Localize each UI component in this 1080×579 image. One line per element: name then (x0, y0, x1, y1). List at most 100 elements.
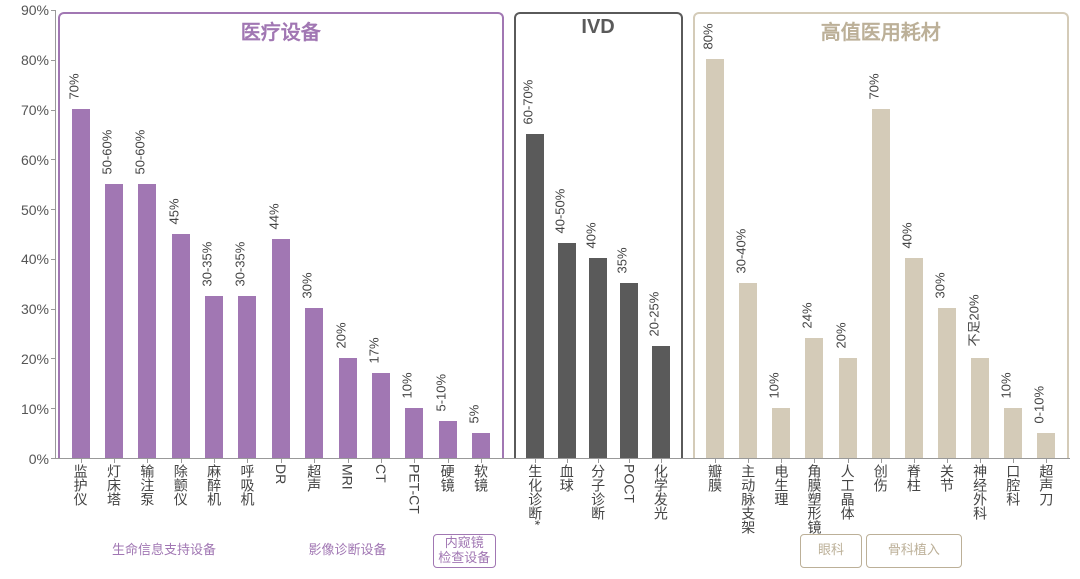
bar-value-label: 20% (333, 323, 348, 349)
bar-x-label: 分子诊断 (588, 464, 608, 520)
bar-slot: 0-10%超声刀 (1030, 10, 1063, 458)
bar-value-label: 10% (767, 373, 782, 399)
section-frame-side (514, 46, 516, 458)
bar-x-label: 脊柱 (904, 464, 924, 492)
bar-slot: 40-50%血球 (551, 10, 582, 458)
bar-slot: 30%超声 (298, 10, 331, 458)
bar-slot: 44%DR (264, 10, 297, 458)
bar-x-label: 化学发光 (651, 464, 671, 520)
plot-area: 医疗设备70%监护仪50-60%灯床塔50-60%输注泵45%除颤仪30-35%… (55, 10, 1070, 459)
bar-x-label: 灯床塔 (104, 464, 124, 506)
bar-value-label: 60-70% (521, 79, 536, 124)
bar-slot: 24%角膜塑形镜 (798, 10, 831, 458)
x-tick-mark (281, 458, 282, 463)
bar-value-label: 70% (66, 73, 81, 99)
section-equipment: 医疗设备70%监护仪50-60%灯床塔50-60%输注泵45%除颤仪30-35%… (56, 10, 506, 568)
bar-x-label: 口腔科 (1003, 464, 1023, 506)
x-tick-mark (881, 458, 882, 463)
bar-value-label: 44% (266, 203, 281, 229)
bar-x-label: 关节 (937, 464, 957, 492)
bar-value-label: 45% (166, 198, 181, 224)
bar-slot: 20-25%化学发光 (645, 10, 676, 458)
bar-x-label: 麻醉机 (204, 464, 224, 506)
bar-x-label: POCT (621, 464, 637, 503)
bar (339, 358, 357, 458)
bar (526, 134, 544, 458)
section-frame-side (681, 46, 683, 458)
x-tick-mark (1013, 458, 1014, 463)
bar-x-label: 生化诊断* (525, 464, 545, 525)
bar-value-label: 40% (899, 223, 914, 249)
bar (839, 358, 857, 458)
bar-slot: 45%除颤仪 (164, 10, 197, 458)
x-tick-mark (535, 458, 536, 463)
bar-x-label: MRI (340, 464, 356, 490)
section-frame-side (502, 46, 504, 458)
bar (405, 408, 423, 458)
bar-slot: 30-35%呼吸机 (231, 10, 264, 458)
x-tick-mark (348, 458, 349, 463)
bar-value-label: 不足20% (964, 295, 983, 347)
bars-wrap: 70%监护仪50-60%灯床塔50-60%输注泵45%除颤仪30-35%麻醉机3… (64, 10, 498, 458)
x-tick-mark (661, 458, 662, 463)
bar-slot: 5%软镜 (464, 10, 497, 458)
bar (589, 258, 607, 458)
bar-slot: 35%POCT (614, 10, 645, 458)
bars-wrap: 80%瓣膜30-40%主动脉支架10%电生理24%角膜塑形镜20%人工晶体70%… (699, 10, 1063, 458)
bar-value-label: 30-35% (233, 242, 248, 287)
section-frame-side (693, 46, 695, 458)
y-tick-label: 20% (21, 351, 49, 367)
section-title: 高值医用耗材 (811, 16, 951, 45)
bar (652, 346, 670, 458)
bar-value-label: 30-40% (734, 229, 749, 274)
bar-x-label: 呼吸机 (237, 464, 257, 506)
bar-value-label: 40-50% (552, 189, 567, 234)
bar-slot: 40%脊柱 (897, 10, 930, 458)
bar-x-label: 电生理 (771, 464, 791, 506)
bar-x-label: 瓣膜 (705, 464, 725, 492)
bar-slot: 20%人工晶体 (831, 10, 864, 458)
bar-x-label: 人工晶体 (838, 464, 858, 520)
bar-slot: 10%口腔科 (997, 10, 1030, 458)
bar-value-label: 10% (999, 373, 1014, 399)
bar-slot: 不足20%神经外科 (964, 10, 997, 458)
x-tick-mark (181, 458, 182, 463)
x-tick-mark (314, 458, 315, 463)
subcat-label: 眼科 (798, 542, 864, 558)
y-tick-label: 0% (29, 451, 49, 467)
section-consumables: 高值医用耗材80%瓣膜30-40%主动脉支架10%电生理24%角膜塑形镜20%人… (691, 10, 1071, 568)
bar-value-label: 10% (400, 373, 415, 399)
subcat-label: 骨科植入 (864, 542, 963, 558)
x-tick-mark (1046, 458, 1047, 463)
bar (1004, 408, 1022, 458)
bar-slot: 10%PET-CT (398, 10, 431, 458)
y-axis: 0%10%20%30%40%50%60%70%80%90% (0, 10, 55, 459)
x-tick-mark (414, 458, 415, 463)
bar-slot: 5-10%硬镜 (431, 10, 464, 458)
bar (706, 59, 724, 458)
y-tick-label: 10% (21, 401, 49, 417)
y-tick-label: 90% (21, 2, 49, 18)
x-tick-mark (81, 458, 82, 463)
y-tick-label: 30% (21, 301, 49, 317)
bar-value-label: 35% (615, 248, 630, 274)
subcat-label: 内窥镜检查设备 (431, 535, 498, 566)
bar-slot: 70%创伤 (864, 10, 897, 458)
section-ivd: IVD60-70%生化诊断*40-50%血球40%分子诊断35%POCT20-2… (512, 10, 685, 568)
y-tick-label: 70% (21, 102, 49, 118)
bar-value-label: 20% (833, 323, 848, 349)
bar-x-label: 超声 (304, 464, 324, 492)
y-tick-label: 50% (21, 202, 49, 218)
bar-x-label: CT (373, 464, 389, 483)
bar (558, 243, 576, 458)
x-tick-mark (448, 458, 449, 463)
bar-value-label: 50-60% (133, 129, 148, 174)
bar-x-label: 神经外科 (970, 464, 990, 520)
bar-slot: 50-60%灯床塔 (97, 10, 130, 458)
bar-value-label: 80% (701, 23, 716, 49)
bar-slot: 40%分子诊断 (582, 10, 613, 458)
bar-value-label: 5-10% (433, 374, 448, 412)
section-frame-side (58, 46, 60, 458)
x-tick-mark (781, 458, 782, 463)
bar-value-label: 30% (300, 273, 315, 299)
